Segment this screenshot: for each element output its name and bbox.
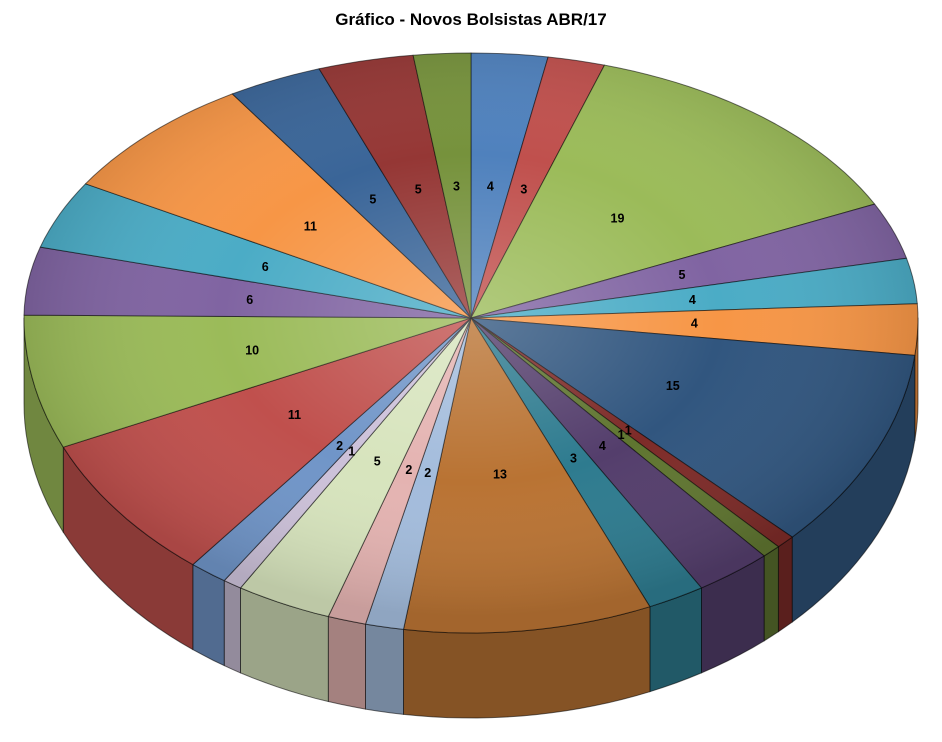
- pie-slice-wall-14[interactable]: [327, 616, 366, 710]
- pie-slice-wall-16[interactable]: [223, 580, 241, 674]
- pie-slice-wall-17[interactable]: [192, 564, 225, 667]
- pie-slice-wall-8[interactable]: [777, 536, 793, 633]
- pie-slice-wall-9[interactable]: [763, 546, 779, 642]
- chart-title: Gráfico - Novos Bolsistas ABR/17: [335, 10, 607, 29]
- pie-slice-wall-13[interactable]: [365, 623, 404, 715]
